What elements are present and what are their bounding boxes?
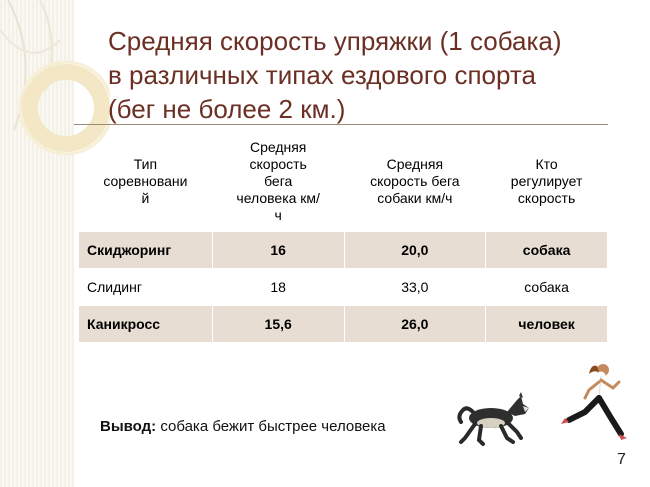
table-header-row: Тип соревновани й Средняя скорость бега … xyxy=(79,131,608,232)
running-woman-icon xyxy=(561,364,627,440)
title-line-2: в различных типах ездового спорта xyxy=(108,60,536,90)
conclusion-body: собака бежит быстрее человека xyxy=(156,418,386,435)
decorative-ring-icon xyxy=(22,64,110,152)
conclusion-label: Вывод: xyxy=(100,418,157,435)
cell-dog-speed: 26,0 xyxy=(343,305,487,343)
cell-dog-speed: 20,0 xyxy=(343,231,487,269)
page-number: 7 xyxy=(617,451,626,468)
cell-regulator: человек xyxy=(485,305,608,343)
table-row: Каникросс 15,6 26,0 человек xyxy=(78,305,608,343)
speed-table: Тип соревновани й Средняя скорость бега … xyxy=(78,131,608,343)
header-competition-type: Тип соревновани й xyxy=(103,155,188,206)
cell-human-speed: 15,6 xyxy=(211,305,345,343)
slide-title: Средняя скорость упряжки (1 собака) в ра… xyxy=(108,24,628,126)
conclusion-text: Вывод: собака бежит быстрее человека xyxy=(100,418,386,435)
cell-regulator: собака xyxy=(485,231,608,269)
cell-type: Каникросс xyxy=(78,305,213,343)
header-dog-speed: Средняя скорость бега собаки км/ч xyxy=(370,155,460,206)
header-who-regulates: Кто регулирует скорость xyxy=(510,155,583,206)
title-underline xyxy=(74,124,608,125)
cell-dog-speed: 33,0 xyxy=(343,268,487,306)
cell-type: Скиджоринг xyxy=(78,231,213,269)
decorative-arcs xyxy=(0,0,110,156)
running-dog-icon xyxy=(457,392,529,446)
cell-human-speed: 16 xyxy=(211,231,345,269)
cell-human-speed: 18 xyxy=(211,268,345,306)
header-human-speed: Средняя скорость бега человека км/ ч xyxy=(236,138,320,223)
cell-type: Слидинг xyxy=(78,268,213,306)
title-line-1: Средняя скорость упряжки (1 собака) xyxy=(108,26,562,56)
table-row: Слидинг 18 33,0 собака xyxy=(78,268,608,306)
table-row: Скиджоринг 16 20,0 собака xyxy=(78,231,608,269)
cell-regulator: собака xyxy=(485,268,608,306)
title-line-3: (бег не более 2 км.) xyxy=(108,94,346,124)
